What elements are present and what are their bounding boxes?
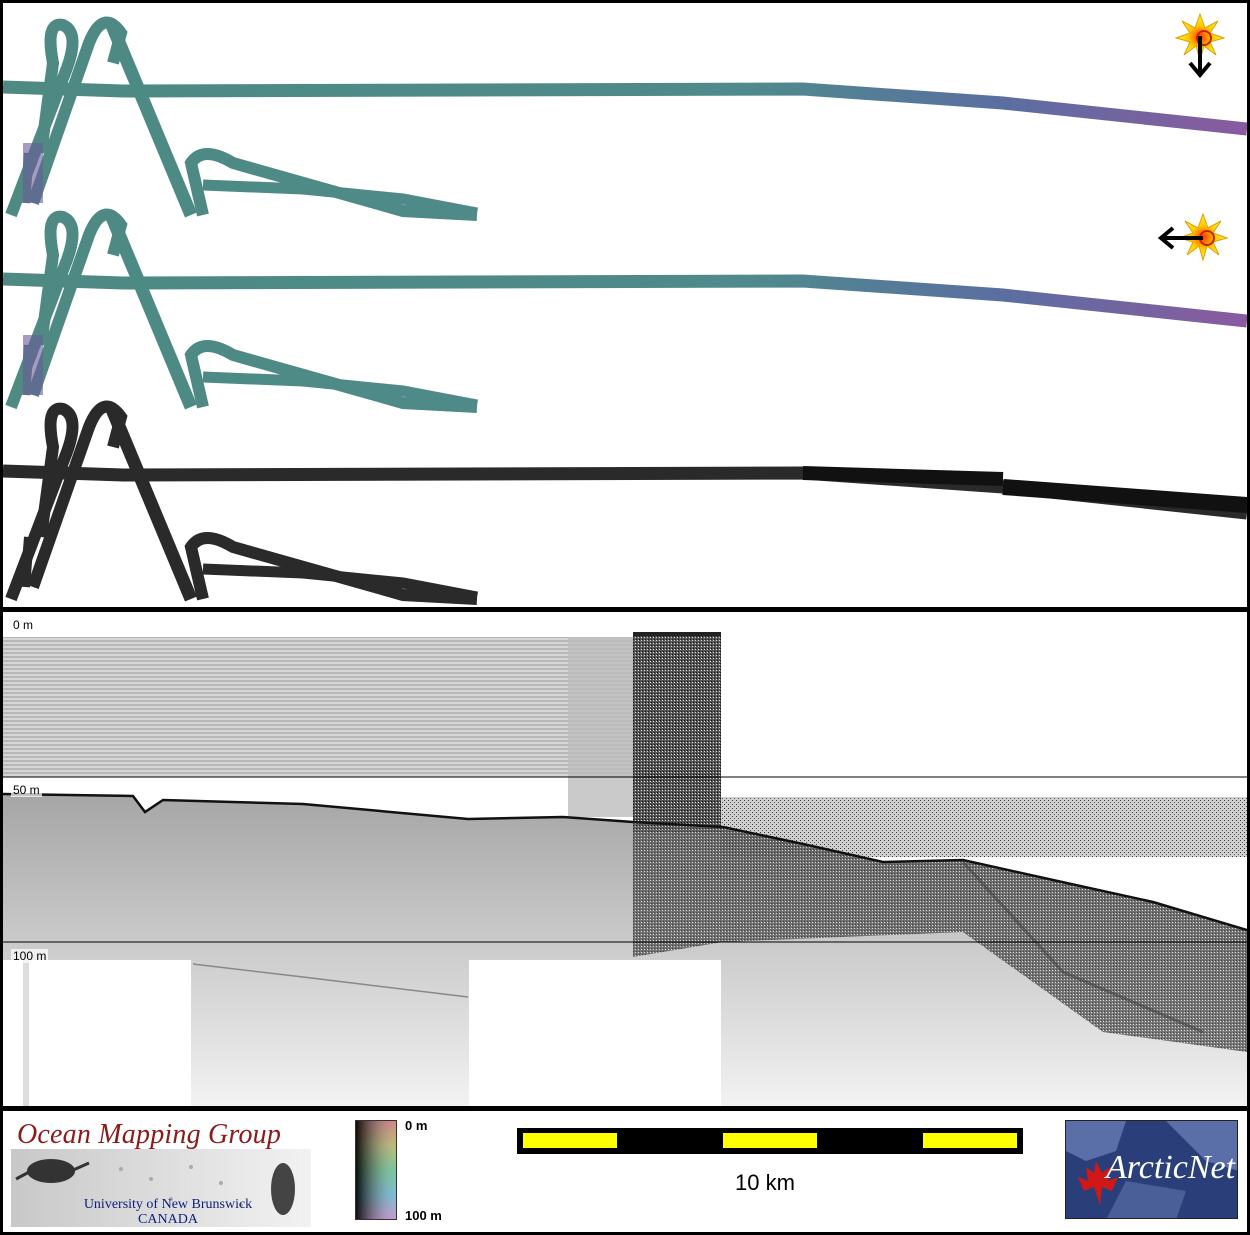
- scale-label: 10 km: [735, 1170, 795, 1195]
- scale-segment: [523, 1133, 617, 1148]
- arcticnet-logo-image: [1066, 1121, 1237, 1218]
- colorbar-bottom-label: 100 m: [405, 1208, 442, 1223]
- depth-colorbar: [355, 1120, 397, 1220]
- relief-map-west-lit: [3, 215, 1247, 407]
- scale-segment: [923, 1133, 1017, 1148]
- water-column-noise-dark: [633, 632, 721, 832]
- swath-maps-panel: [3, 3, 1247, 607]
- scale-segment: [723, 1133, 817, 1148]
- omg-logo-image: [11, 1149, 311, 1227]
- arrow-left-icon: [1157, 226, 1203, 250]
- footer-panel: Ocean Mapping Group University of New Br…: [3, 1111, 1247, 1232]
- backscatter-map: [3, 407, 1247, 599]
- relief-map-north-lit: [3, 23, 1247, 215]
- depth-label-50: 50 m: [11, 783, 42, 797]
- omg-logo-title: Ocean Mapping Group: [17, 1119, 282, 1150]
- data-gap: [721, 612, 1247, 777]
- data-gap: [3, 960, 191, 1106]
- omg-logo-subtitle: University of New Brunswick CANADA: [78, 1197, 258, 1227]
- depth-label-0: 0 m: [11, 618, 36, 632]
- record-top: [633, 632, 721, 636]
- arcticnet-logo: ArcticNet: [1065, 1120, 1238, 1219]
- water-column-noise: [568, 637, 633, 817]
- subbottom-profile: [3, 612, 1247, 1106]
- data-gap-artifact: [23, 960, 29, 1106]
- omg-country: CANADA: [138, 1212, 198, 1227]
- scale-bar: [517, 1128, 1023, 1154]
- subbottom-profile-panel: 0 m 50 m 100 m: [3, 612, 1247, 1106]
- sediment-layer-dark: [633, 822, 1247, 1052]
- water-column-noise: [3, 637, 633, 777]
- data-gap: [469, 960, 721, 1106]
- depth-label-100: 100 m: [11, 949, 49, 963]
- colorbar-top-label: 0 m: [405, 1118, 428, 1133]
- subbottom-reflector: [961, 860, 1204, 1034]
- arrow-down-icon: [1188, 36, 1212, 79]
- subbottom-reflector: [192, 963, 469, 998]
- swath-maps: [3, 13, 1247, 607]
- seafloor-reflector: [3, 792, 1247, 932]
- arcticnet-logo-text: ArcticNet: [1106, 1149, 1236, 1186]
- deep-trench-shading: [23, 143, 43, 203]
- omg-university: University of New Brunswick: [83, 1197, 253, 1212]
